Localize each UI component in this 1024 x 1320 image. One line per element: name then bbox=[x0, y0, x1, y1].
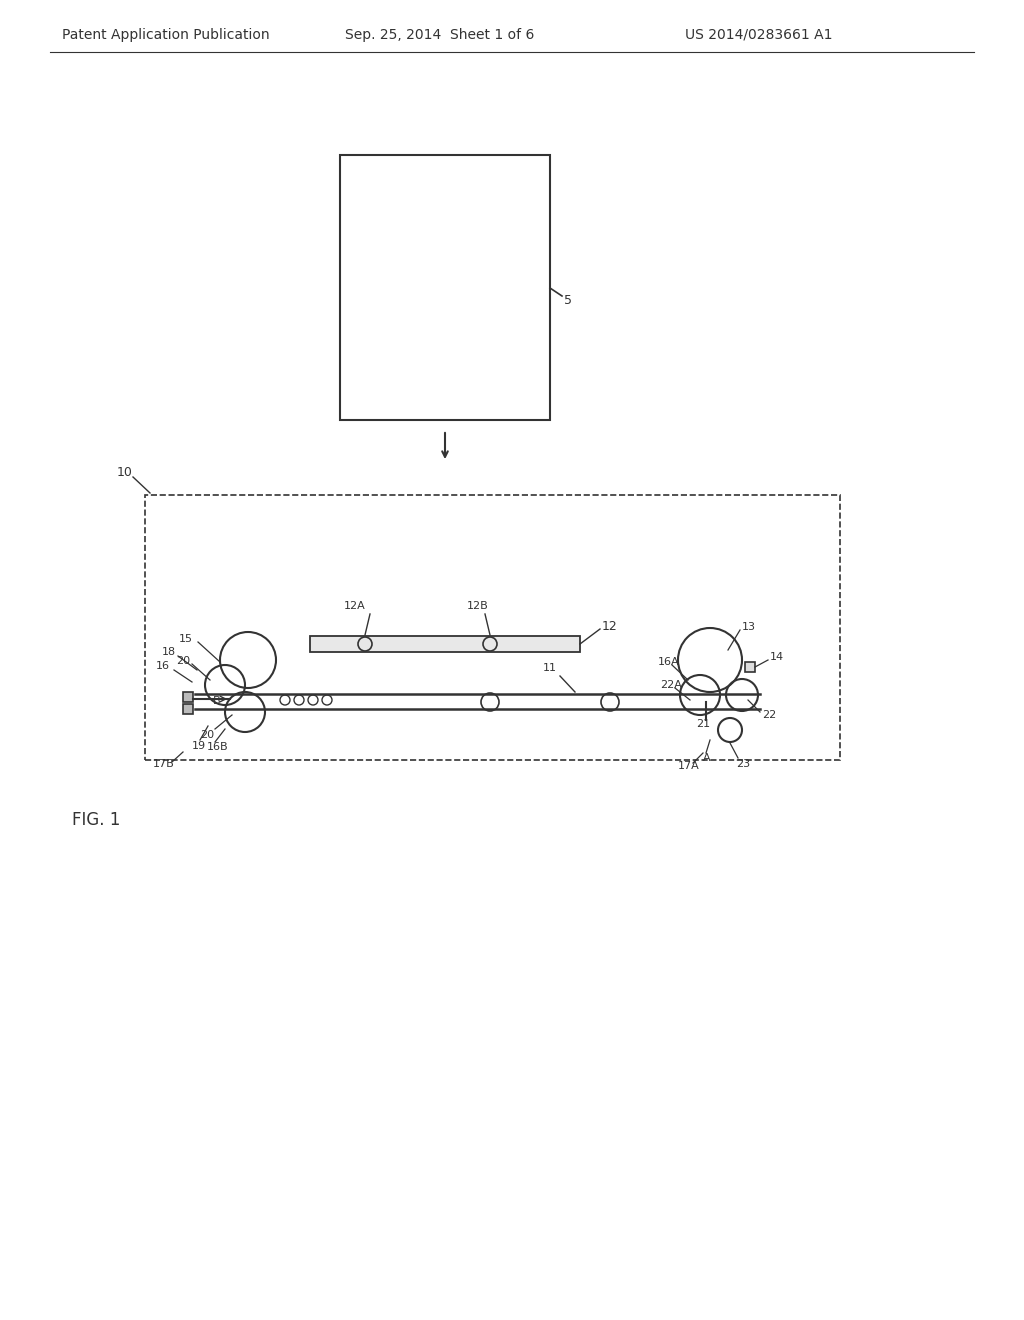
Text: 19: 19 bbox=[193, 741, 206, 751]
Text: 14: 14 bbox=[770, 652, 784, 663]
Text: 16A: 16A bbox=[658, 657, 680, 667]
Bar bbox=[183, 692, 193, 702]
Text: 22A: 22A bbox=[660, 680, 682, 690]
Text: 12A: 12A bbox=[344, 601, 366, 611]
Text: 13: 13 bbox=[742, 622, 756, 632]
Text: 11: 11 bbox=[543, 663, 557, 673]
Text: 23: 23 bbox=[736, 759, 751, 770]
Text: 20: 20 bbox=[176, 656, 190, 667]
Text: Patent Application Publication: Patent Application Publication bbox=[62, 28, 269, 42]
Text: 17A: 17A bbox=[678, 762, 699, 771]
Text: Sep. 25, 2014  Sheet 1 of 6: Sep. 25, 2014 Sheet 1 of 6 bbox=[345, 28, 535, 42]
Text: 12B: 12B bbox=[467, 601, 488, 611]
Bar bbox=[310, 636, 580, 652]
Bar bbox=[183, 704, 193, 714]
Text: 16B: 16B bbox=[207, 742, 228, 752]
Text: A: A bbox=[703, 752, 711, 763]
Bar bbox=[340, 154, 550, 420]
Text: 5: 5 bbox=[564, 293, 572, 306]
Text: 20: 20 bbox=[200, 730, 214, 741]
Text: FIG. 1: FIG. 1 bbox=[72, 810, 121, 829]
Text: 22: 22 bbox=[762, 710, 776, 719]
Text: 10: 10 bbox=[117, 466, 133, 479]
Text: 12: 12 bbox=[602, 620, 617, 634]
Text: 18: 18 bbox=[162, 647, 176, 657]
Text: 16: 16 bbox=[156, 661, 170, 671]
Text: US 2014/0283661 A1: US 2014/0283661 A1 bbox=[685, 28, 833, 42]
Bar bbox=[745, 663, 755, 672]
Text: 21: 21 bbox=[696, 719, 710, 729]
Text: 15: 15 bbox=[179, 634, 193, 644]
Text: 17B: 17B bbox=[153, 759, 175, 770]
Text: B: B bbox=[213, 696, 220, 706]
Bar bbox=[145, 495, 840, 760]
